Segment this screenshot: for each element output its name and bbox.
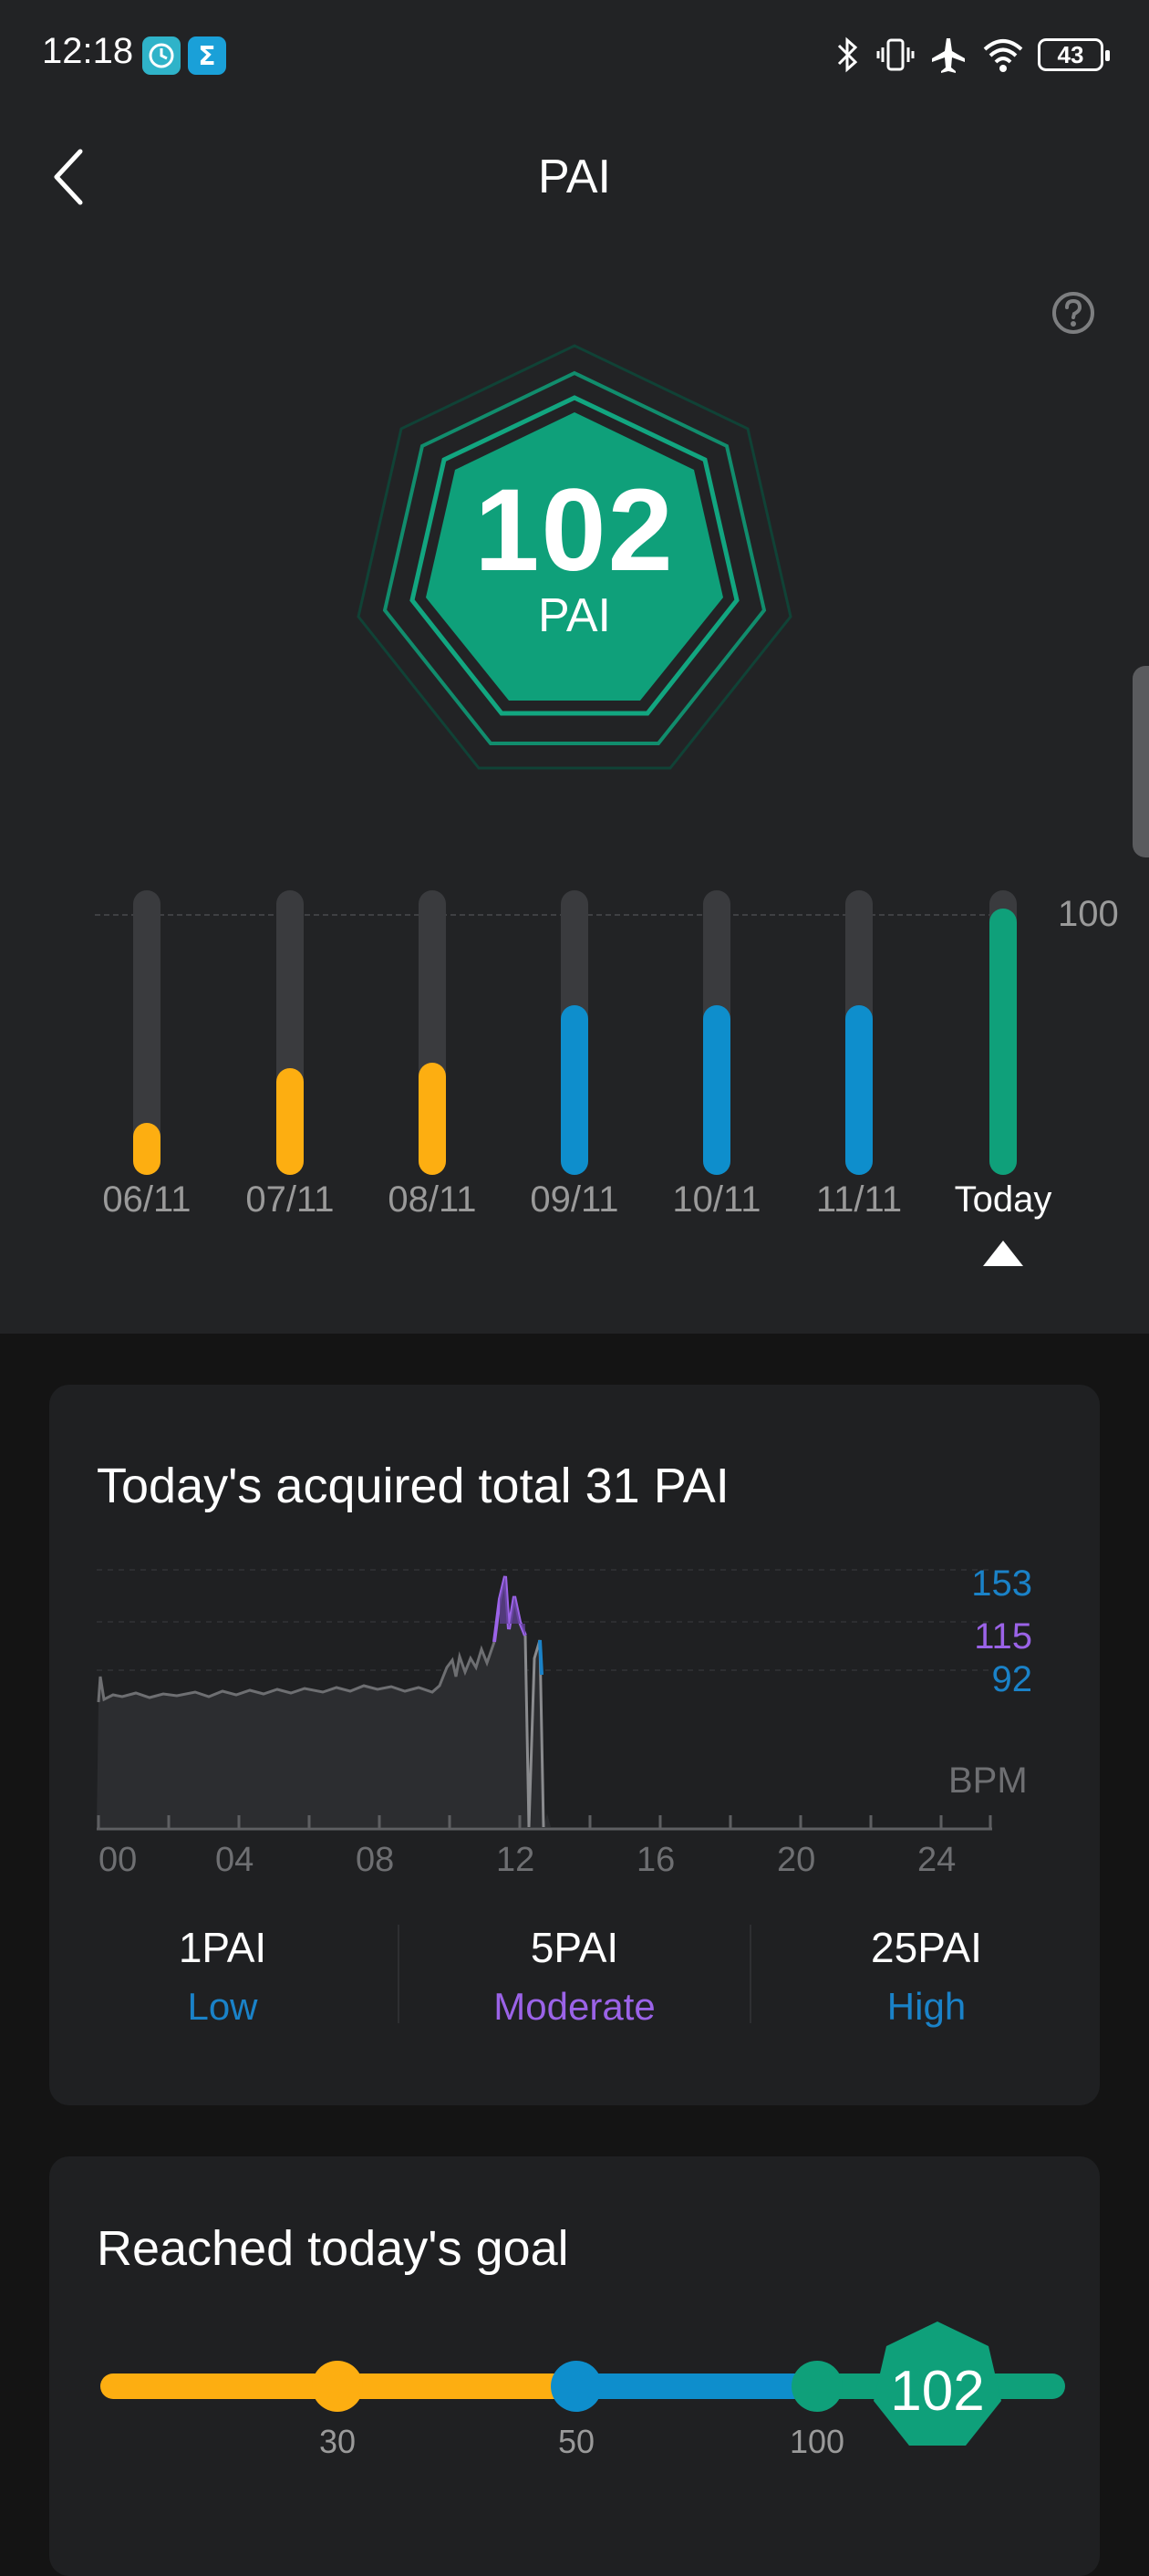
outer-ring [357,344,792,770]
bpm-threshold-label: 92 [991,1659,1033,1699]
reference-line [95,914,994,916]
selected-day-indicator [983,1241,1023,1266]
day-label[interactable]: 06/11 [102,1179,192,1220]
intensity-pai-value: 1PAI [178,1924,267,1971]
time-axis-label: 12 [496,1841,535,1879]
page-title: PAI [538,151,611,203]
day-label[interactable]: Today [954,1179,1052,1220]
day-label[interactable]: 09/11 [530,1179,619,1220]
goal-card-title: Reached today's goal [97,2221,569,2276]
today-card-title: Today's acquired total 31 PAI [97,1459,730,1513]
day-bar [703,1005,730,1175]
chevron-left-icon [54,149,83,205]
app-notification-icon [142,36,181,75]
time-axis-label: 20 [777,1841,816,1879]
day-bar [276,1067,304,1175]
bpm-unit-label: BPM [948,1761,1028,1801]
day-label[interactable]: 07/11 [245,1179,335,1220]
time-axis-label: 00 [98,1841,138,1879]
time-axis-label: 04 [215,1841,254,1879]
status-time: 12:18 [42,31,134,71]
intensity-level-1: 5PAI Moderate [401,1923,748,2029]
heart-rate-graph [97,1569,992,1831]
inner-ring [409,395,740,716]
time-axis-label: 24 [917,1841,957,1879]
intensity-name: High [886,1985,967,2028]
goal-progress-track [100,2322,1065,2446]
current-score-badge [874,2322,1001,2446]
current-score-value: 102 [890,2360,985,2423]
goal-marker-100 [792,2361,843,2412]
day-bar [419,1063,446,1175]
edge-panel-handle[interactable] [1133,666,1149,857]
help-button[interactable] [1051,290,1096,336]
day-label[interactable]: 11/11 [815,1179,903,1220]
goal-marker-label: 100 [789,2423,845,2460]
goal-marker-label: 50 [557,2423,595,2460]
airplane-mode-icon [932,38,965,73]
weekly-pai-chart: 100 06/11 07/11 08/11 09/11 10/11 11/11 Today [0,876,1149,1277]
middle-ring [382,370,767,745]
bpm-threshold-label: 115 [974,1616,1032,1657]
pai-score-unit: PAI [538,589,611,642]
svg-text:Σ: Σ [198,41,215,71]
battery-indicator: 43 [1038,38,1110,71]
wifi-icon [983,39,1023,72]
day-label[interactable]: 08/11 [388,1179,477,1220]
pai-score-badge [345,338,804,797]
badge-fill [426,412,723,701]
today-pai-card: Today's acquired total 31 PAI 153 115 92 B… [49,1385,1100,2105]
goal-marker-label: 30 [318,2423,357,2460]
day-bar [561,1005,588,1175]
bpm-threshold-label: 153 [971,1563,1032,1604]
goal-marker-50 [551,2361,602,2412]
time-axis-label: 16 [637,1841,676,1879]
sigma-app-icon: Σ [188,36,226,75]
reference-line-label: 100 [1058,894,1119,934]
vibrate-icon [876,38,915,71]
day-label[interactable]: 10/11 [672,1179,761,1220]
bluetooth-icon [837,36,858,73]
goal-card: Reached today's goal 30 50 100 102 [49,2156,1100,2576]
intensity-level-0: 1PAI Low [49,1923,396,2029]
intensity-level-2: 25PAI High [753,1923,1100,2029]
intensity-pai-value: 5PAI [530,1924,619,1971]
status-bar: 12:18 Σ 43 [0,0,1149,109]
pai-score-value: 102 [474,465,675,596]
day-bar [989,909,1017,1175]
intensity-name: Low [187,1985,258,2028]
day-bar [133,1122,160,1175]
divider [750,1925,751,2023]
back-button[interactable] [46,142,100,215]
question-icon [1052,292,1094,334]
goal-marker-30 [312,2361,363,2412]
day-bar [845,1005,873,1175]
intensity-name: Moderate [493,1985,656,2028]
intensity-pai-value: 25PAI [871,1924,982,1971]
divider [398,1925,399,2023]
time-axis-label: 08 [356,1841,395,1879]
